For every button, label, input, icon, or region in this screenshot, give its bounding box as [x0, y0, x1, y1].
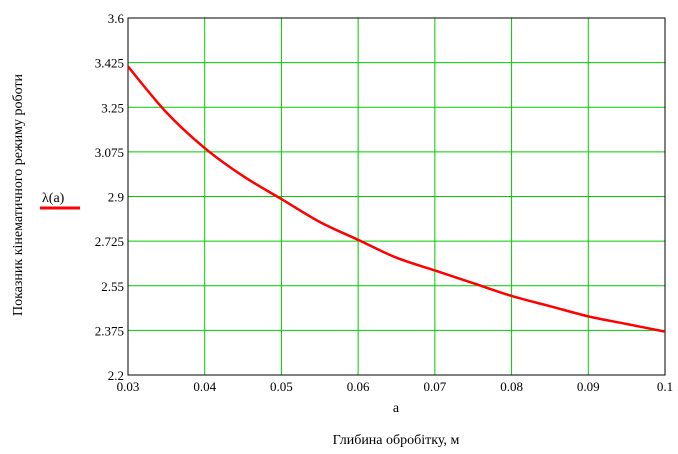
x-tick-label: 0.04	[193, 379, 216, 394]
x-tick-label: 0.08	[500, 379, 523, 394]
x-tick-label: 0.07	[423, 379, 446, 394]
y-tick-label: 2.2	[108, 368, 124, 383]
x-tick-label: 0.1	[657, 379, 673, 394]
legend-label: λ(a)	[42, 191, 65, 206]
x-tick-label: 0.09	[577, 379, 600, 394]
y-tick-label: 3.075	[95, 145, 124, 160]
x-axis-variable: a	[393, 401, 400, 416]
x-tick-labels: 0.03 0.04 0.05 0.06 0.07 0.08 0.09 0.1	[117, 379, 674, 394]
y-tick-label: 3.6	[108, 11, 125, 26]
y-tick-label: 3.425	[95, 56, 124, 71]
series-layer	[127, 65, 666, 333]
plot-frame	[127, 17, 666, 376]
x-tick-label: 0.03	[117, 379, 140, 394]
x-tick-label: 0.06	[347, 379, 370, 394]
x-tick-label: 0.05	[270, 379, 293, 394]
y-tick-labels: 2.2 2.375 2.55 2.725 2.9 3.075 3.25 3.425 3.6	[95, 11, 125, 383]
x-axis-title: Глибина обробітку, м	[333, 433, 460, 448]
y-tick-label: 3.25	[101, 100, 124, 115]
legend: λ(a)	[40, 191, 80, 210]
y-tick-label: 2.375	[95, 323, 124, 338]
grid	[128, 18, 665, 375]
y-axis-title: Показник кінематичного режиму роботи	[11, 73, 26, 316]
series-line	[127, 65, 666, 333]
y-tick-label: 2.725	[95, 234, 124, 249]
y-tick-label: 2.9	[108, 190, 124, 205]
y-tick-label: 2.55	[101, 279, 124, 294]
